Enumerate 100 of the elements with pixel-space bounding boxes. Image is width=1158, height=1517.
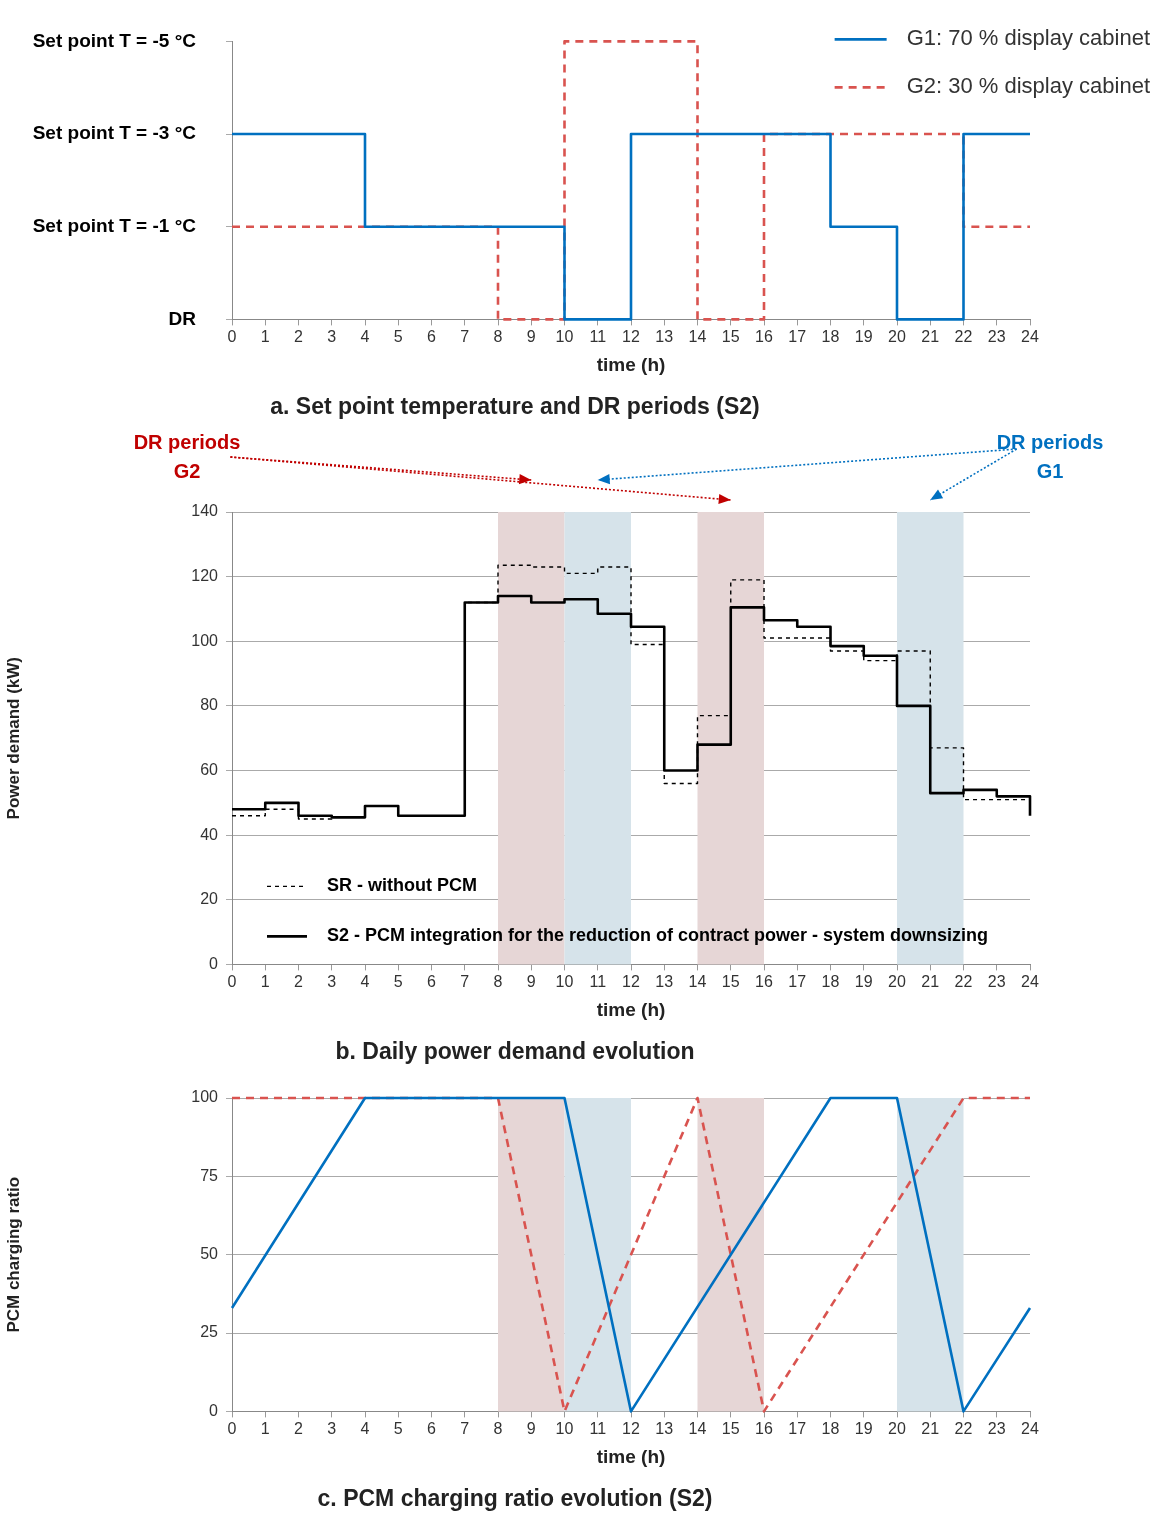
y-tick-label: Set point T = -5 °C: [32, 29, 197, 51]
x-tick-label: 6: [427, 973, 437, 991]
x-tick-label: 10: [555, 1420, 574, 1438]
x-tick-label: 3: [327, 1420, 337, 1438]
x-tick-label: 2: [294, 1420, 304, 1438]
x-tick-label: 1: [260, 973, 270, 991]
x-tick-label: 19: [854, 973, 873, 991]
x-tick-label: 18: [821, 328, 840, 346]
y-axis-title: Power demand (kW): [3, 656, 23, 820]
y-tick-label: Set point T = -1 °C: [32, 214, 197, 236]
x-tick-label: 8: [493, 328, 503, 346]
x-tick-label: 23: [987, 973, 1006, 991]
x-tick-label: 5: [393, 973, 403, 991]
x-tick-label: 12: [622, 1420, 640, 1438]
x-tick-label: 12: [622, 973, 640, 991]
y-tick-label: 120: [191, 567, 219, 585]
y-tick-label: Set point T = -3 °C: [32, 122, 197, 144]
x-tick-label: 14: [688, 1420, 707, 1438]
y-tick-label: 100: [191, 1088, 219, 1106]
x-tick-label: 18: [821, 973, 840, 991]
x-tick-label: 8: [493, 1420, 503, 1438]
x-tick-label: 19: [854, 328, 873, 346]
x-tick-label: 24: [1021, 328, 1039, 346]
x-tick-label: 4: [360, 1420, 370, 1438]
y-tick-label: 40: [200, 825, 219, 843]
x-tick-label: 9: [526, 1420, 536, 1438]
x-tick-label: 22: [954, 328, 973, 346]
x-tick-label: 5: [393, 328, 403, 346]
y-tick-label: 25: [200, 1323, 219, 1341]
x-tick-label: 7: [460, 328, 470, 346]
text: b. Daily power demand evolution: [335, 1037, 695, 1064]
legend-label: S2 - PCM integration for the reduction of contract power - system downsizing: [327, 925, 989, 946]
legend-label: G1: 70 % display cabinet: [906, 25, 1151, 51]
y-tick-label: 60: [200, 760, 219, 778]
y-tick-label: 75: [200, 1166, 219, 1184]
y-tick-label: 50: [200, 1245, 219, 1263]
y-tick-label: 100: [191, 631, 219, 649]
x-tick-label: 23: [987, 1420, 1006, 1438]
x-tick-label: 11: [589, 1420, 607, 1438]
x-tick-label: 10: [555, 328, 574, 346]
x-tick-label: 5: [393, 1420, 403, 1438]
x-axis-title: time (h): [596, 354, 666, 376]
y-tick-label: DR: [168, 307, 197, 329]
x-tick-label: 13: [655, 1420, 674, 1438]
x-tick-label: 15: [721, 973, 740, 991]
x-tick-label: 7: [460, 1420, 470, 1438]
x-tick-label: 19: [854, 1420, 873, 1438]
x-tick-label: 21: [921, 1420, 940, 1438]
x-tick-label: 17: [788, 973, 807, 991]
x-tick-label: 22: [954, 973, 973, 991]
x-tick-label: 3: [327, 973, 337, 991]
x-tick-label: 15: [721, 328, 740, 346]
x-tick-label: 17: [788, 1420, 807, 1438]
y-tick-label: 80: [200, 696, 219, 714]
x-tick-label: 14: [688, 973, 707, 991]
x-tick-label: 20: [888, 328, 906, 346]
x-tick-label: 12: [622, 328, 640, 346]
x-tick-label: 8: [493, 973, 503, 991]
x-tick-label: 10: [555, 973, 574, 991]
x-tick-label: 3: [327, 328, 337, 346]
x-tick-label: 18: [821, 1420, 840, 1438]
x-axis-title: time (h): [596, 999, 666, 1021]
legend-label: G2: 30 % display cabinet: [906, 73, 1151, 99]
y-tick-label: 0: [209, 954, 219, 972]
x-tick-label: 21: [921, 328, 940, 346]
x-tick-label: 11: [589, 973, 607, 991]
x-tick-label: 24: [1021, 1420, 1039, 1438]
x-tick-label: 1: [260, 328, 270, 346]
y-tick-label: 140: [191, 502, 219, 520]
x-tick-label: 7: [460, 973, 470, 991]
x-tick-label: 22: [954, 1420, 973, 1438]
x-tick-label: 13: [655, 973, 674, 991]
x-tick-label: 4: [360, 973, 370, 991]
text: DR periods G2: [133, 430, 241, 482]
x-tick-label: 9: [526, 973, 536, 991]
x-tick-label: 16: [755, 328, 773, 346]
x-tick-label: 20: [888, 973, 906, 991]
text: a. Set point temperature and DR periods (S2): [270, 392, 760, 419]
x-tick-label: 15: [721, 1420, 740, 1438]
x-tick-label: 0: [227, 328, 237, 346]
x-tick-label: 0: [227, 1420, 237, 1438]
x-tick-label: 6: [427, 328, 437, 346]
x-tick-label: 24: [1021, 973, 1039, 991]
x-tick-label: 11: [589, 328, 607, 346]
x-tick-label: 23: [987, 328, 1006, 346]
x-tick-label: 17: [788, 328, 807, 346]
x-tick-label: 2: [294, 973, 304, 991]
legend-label: SR - without PCM: [327, 875, 477, 896]
y-tick-label: 0: [209, 1401, 219, 1419]
x-tick-label: 9: [526, 328, 536, 346]
y-axis-title: PCM charging ratio: [3, 1176, 23, 1333]
x-axis-title: time (h): [596, 1446, 666, 1468]
x-tick-label: 16: [755, 1420, 773, 1438]
x-tick-label: 6: [427, 1420, 437, 1438]
x-tick-label: 21: [921, 973, 940, 991]
x-tick-label: 1: [260, 1420, 270, 1438]
text: c. PCM charging ratio evolution (S2): [317, 1484, 713, 1511]
x-tick-label: 4: [360, 328, 370, 346]
x-tick-label: 0: [227, 973, 237, 991]
x-tick-label: 16: [755, 973, 773, 991]
